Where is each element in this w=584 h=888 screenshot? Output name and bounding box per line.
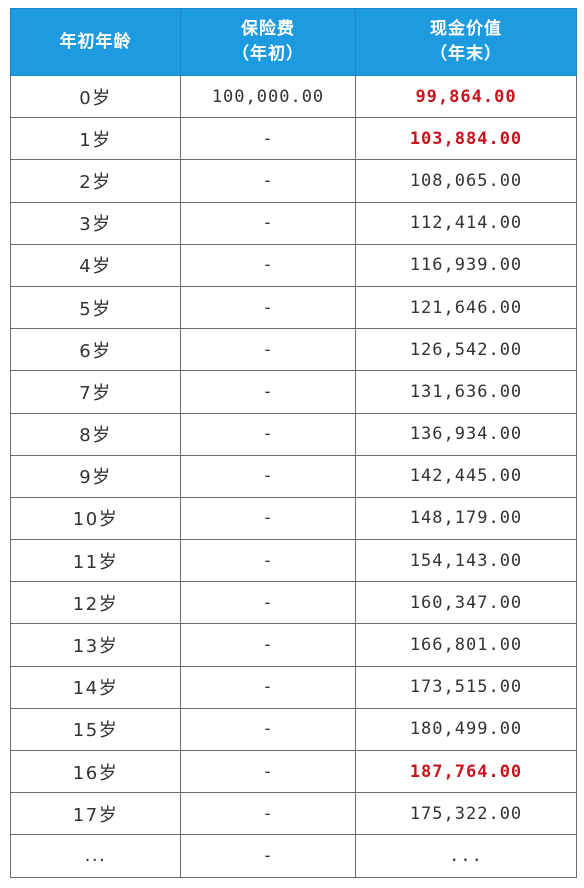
cash-value-table-container: 年初年龄 保险费 （年初） 现金价值 （年末） 0岁 100,000.00 99,8…: [10, 8, 577, 882]
premium-cell: -: [180, 412, 356, 456]
cash-value-cell: ...: [355, 834, 577, 878]
cash-value-cell: 142,445.00: [355, 454, 577, 498]
premium-cell: -: [180, 370, 356, 414]
premium-cell: -: [180, 243, 356, 287]
cash-value-cell: 126,542.00: [355, 328, 577, 372]
header-premium-label: 保险费: [241, 19, 295, 39]
cash-value-cell: 166,801.00: [355, 623, 577, 667]
table-row: 2岁 -108,065.00: [10, 159, 577, 203]
cash-value-cell: 99,864.00: [355, 74, 577, 119]
age-cell: 15岁: [10, 707, 181, 752]
table-row: 9岁 -142,445.00: [10, 454, 577, 498]
table-body: 0岁 100,000.00 99,864.00 1岁 -103,884.00 2岁 -108…: [10, 74, 577, 878]
table-row: ... -...: [10, 834, 577, 878]
age-cell: 17岁: [10, 792, 181, 836]
cash-value-cell: 112,414.00: [355, 201, 577, 245]
age-cell: 5岁: [10, 285, 181, 330]
cash-value-cell: 131,636.00: [355, 370, 577, 414]
premium-cell: -: [180, 707, 356, 752]
table-row: 1岁 -103,884.00: [10, 117, 577, 161]
age-cell: 7岁: [10, 370, 181, 414]
table-row: 7岁 -131,636.00: [10, 370, 577, 414]
premium-cell: 100,000.00: [180, 74, 356, 119]
header-premium-sub: （年初）: [232, 44, 304, 64]
age-cell: 9岁: [10, 454, 181, 498]
table-row: 6岁 -126,542.00: [10, 328, 577, 372]
premium-cell: -: [180, 201, 356, 245]
table-row: 16岁 -187,764.00: [10, 749, 577, 794]
age-cell: 16岁: [10, 749, 181, 794]
age-cell: 13岁: [10, 623, 181, 667]
premium-cell: -: [180, 792, 356, 836]
premium-cell: -: [180, 665, 356, 709]
table-row: 17岁 -175,322.00: [10, 792, 577, 836]
age-cell: 3岁: [10, 201, 181, 245]
premium-cell: -: [180, 454, 356, 498]
cash-value-cell: 148,179.00: [355, 496, 577, 541]
table-row: 14岁 -173,515.00: [10, 665, 577, 709]
header-cash-label: 现金价值: [430, 19, 502, 39]
cash-value-cell: 136,934.00: [355, 412, 577, 456]
header-age: 年初年龄: [10, 8, 181, 76]
header-cash-sub: （年末）: [430, 44, 502, 64]
header-cash-value: 现金价值 （年末）: [355, 8, 577, 76]
premium-cell: -: [180, 159, 356, 203]
table-row: 0岁 100,000.00 99,864.00: [10, 74, 577, 119]
table-row: 12岁 -160,347.00: [10, 581, 577, 625]
cash-value-cell: 108,065.00: [355, 159, 577, 203]
premium-cell: -: [180, 539, 356, 583]
age-cell: ...: [10, 834, 181, 878]
premium-cell: -: [180, 285, 356, 330]
cash-value-cell: 103,884.00: [355, 117, 577, 161]
premium-cell: -: [180, 328, 356, 372]
age-cell: 8岁: [10, 412, 181, 456]
age-cell: 12岁: [10, 581, 181, 625]
table-row: 3岁 -112,414.00: [10, 201, 577, 245]
header-premium: 保险费 （年初）: [180, 8, 356, 76]
cash-value-cell: 175,322.00: [355, 792, 577, 836]
age-cell: 0岁: [10, 74, 181, 119]
age-cell: 11岁: [10, 539, 181, 583]
cash-value-cell: 173,515.00: [355, 665, 577, 709]
age-cell: 1岁: [10, 117, 181, 161]
cash-value-cell: 121,646.00: [355, 285, 577, 330]
cash-value-cell: 180,499.00: [355, 707, 577, 752]
table-row: 4岁 -116,939.00: [10, 243, 577, 287]
age-cell: 6岁: [10, 328, 181, 372]
premium-cell: -: [180, 581, 356, 625]
age-cell: 10岁: [10, 496, 181, 541]
header-row: 年初年龄 保险费 （年初） 现金价值 （年末）: [10, 8, 577, 76]
age-cell: 4岁: [10, 243, 181, 287]
cash-value-cell: 187,764.00: [355, 749, 577, 794]
age-cell: 14岁: [10, 665, 181, 709]
premium-cell: -: [180, 117, 356, 161]
cash-value-cell: 160,347.00: [355, 581, 577, 625]
age-cell: 2岁: [10, 159, 181, 203]
table-row: 11岁 -154,143.00: [10, 539, 577, 583]
premium-cell: -: [180, 623, 356, 667]
table-row: 5岁 -121,646.00: [10, 285, 577, 330]
table-row: 15岁 -180,499.00: [10, 707, 577, 752]
table-header: 年初年龄 保险费 （年初） 现金价值 （年末）: [10, 8, 577, 76]
premium-cell: -: [180, 496, 356, 541]
premium-cell: -: [180, 749, 356, 794]
header-age-label: 年初年龄: [59, 31, 132, 52]
cash-value-table: 年初年龄 保险费 （年初） 现金价值 （年末） 0岁 100,000.00 99,8…: [10, 8, 577, 878]
table-row: 8岁 -136,934.00: [10, 412, 577, 456]
cash-value-cell: 154,143.00: [355, 539, 577, 583]
table-row: 13岁 -166,801.00: [10, 623, 577, 667]
premium-cell: -: [180, 834, 356, 878]
table-row: 10岁 -148,179.00: [10, 496, 577, 541]
cash-value-cell: 116,939.00: [355, 243, 577, 287]
